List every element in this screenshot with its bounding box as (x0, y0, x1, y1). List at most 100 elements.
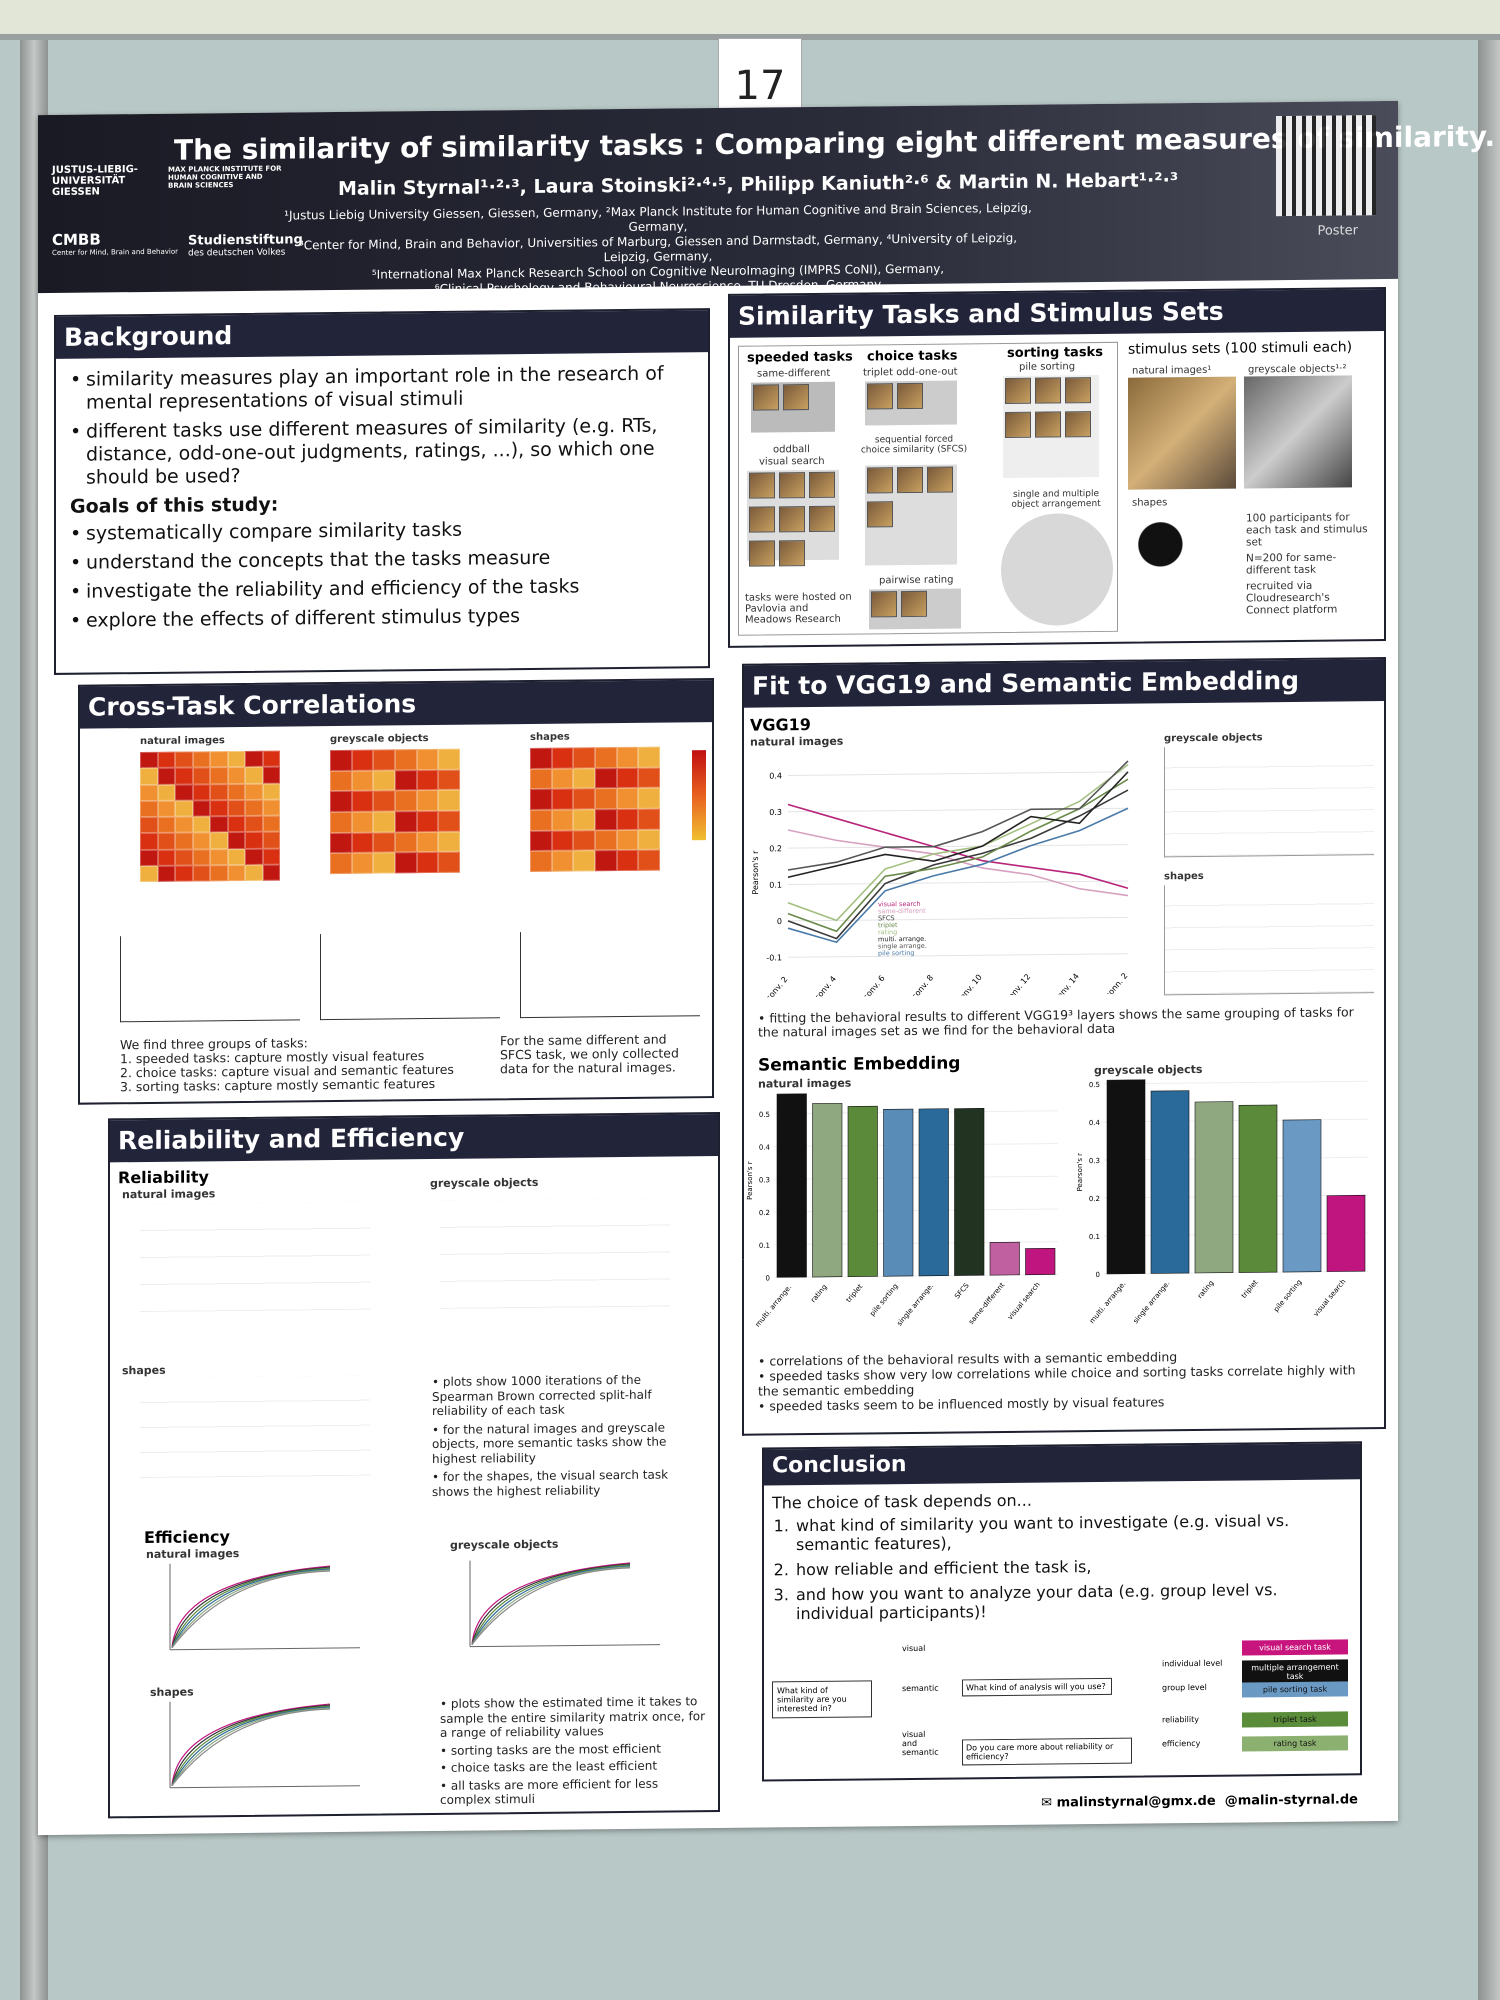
heatmap-cell (245, 864, 263, 881)
heatmap-cell (394, 852, 417, 874)
heatmap-cell (330, 832, 352, 854)
goal-item: systematically compare similarity tasks (70, 516, 694, 546)
footer-handle[interactable]: @malin-styrnal.de (1224, 1792, 1358, 1809)
arrangement-image (1001, 512, 1113, 627)
bar (847, 1105, 878, 1277)
pile-label: pile sorting (1019, 361, 1076, 373)
heatmap-cell (394, 769, 417, 791)
conclusion-panel: Conclusion The choice of task depends on… (762, 1441, 1362, 1782)
legend-entry: triplet (878, 921, 898, 929)
efficiency-curve (171, 1570, 331, 1649)
efficiency-curve (171, 1569, 331, 1649)
eff-greyscale-chart (469, 1560, 660, 1648)
groups-text: We find three groups of tasks: 1. speede… (120, 1035, 454, 1095)
legend-entry: visual search (878, 900, 921, 908)
rel-natural-boxplot (140, 1201, 370, 1313)
heatmap-cell (140, 768, 158, 785)
heatmap-cell (210, 816, 228, 833)
triplet-image (865, 380, 957, 426)
reliability-title: Reliability and Efficiency (110, 1114, 718, 1163)
heatmap-cell (210, 832, 228, 849)
heatmap-cell (416, 769, 439, 791)
conclusion-body: The choice of task depends on... what ki… (764, 1479, 1360, 1637)
heatmap-label-greyscale: greyscale objects (330, 733, 429, 746)
heatmap-cell (394, 790, 417, 812)
heatmap-cell (551, 747, 574, 769)
sfcs-image (865, 464, 957, 566)
heatmap-cell (330, 791, 352, 813)
x-tick-label: conv. 6 (861, 974, 886, 998)
y-tick-label: 0.1 (769, 881, 782, 890)
heatmap-cell (351, 832, 374, 854)
x-tick-label: single arrange. (1132, 1279, 1172, 1325)
heatmap-cell (573, 788, 595, 810)
heatmap-cell (210, 767, 228, 784)
conclusion-title: Conclusion (764, 1443, 1360, 1486)
y-tick-label: -0.1 (766, 953, 782, 962)
heatmap-cell (245, 799, 263, 816)
sfcs-label: sequential forced choice similarity (SFC… (860, 434, 968, 456)
heatmap-cell (227, 783, 245, 800)
legend-entry: SFCS (878, 914, 895, 922)
heatmap-cell (140, 865, 158, 883)
y-tick-label: 0.2 (759, 1209, 770, 1217)
x-tick-label: fully conn. 2 (1091, 971, 1130, 997)
y-axis-label: Pearson's r (751, 850, 760, 895)
heatmap-cell (438, 831, 460, 853)
heatmap-cell (175, 816, 193, 833)
rel-natural-label: natural images (122, 1187, 216, 1202)
heatmap-cell (210, 751, 228, 768)
y-tick-label: 0.1 (759, 1242, 770, 1250)
efficiency-curve (171, 1567, 331, 1648)
footer-email[interactable]: malinstyrnal@gmx.de (1056, 1793, 1216, 1811)
grid-line (788, 844, 1128, 849)
heatmap-cell (227, 767, 245, 784)
y-tick-label: 0.3 (759, 1176, 770, 1184)
heatmap-cell (262, 766, 280, 784)
heatmap-cell (530, 747, 552, 769)
rel-bullets: • plots show 1000 iterations of the Spea… (432, 1372, 669, 1499)
y-tick-label: 0.4 (769, 772, 782, 781)
eff-subtitle: Efficiency (144, 1527, 230, 1548)
legend-entry: single arrange. (878, 942, 927, 951)
heatmap-cell (573, 767, 595, 789)
heatmap-natural (140, 750, 280, 883)
background-bullet: different tasks use different measures o… (70, 414, 694, 490)
y-tick-label: 0.3 (769, 808, 782, 817)
background-bullet: similarity measures play an important ro… (70, 362, 694, 415)
bar (883, 1108, 914, 1277)
rel-shapes-label: shapes (122, 1363, 166, 1378)
efficiency-curve (171, 1704, 331, 1786)
heatmap-cell (175, 751, 193, 768)
heatmap-cell (573, 850, 595, 872)
heatmap-cell (351, 852, 374, 874)
stimulus-sets: stimulus sets (100 stimuli each) natural… (1128, 339, 1378, 632)
heatmap-cell (616, 850, 639, 872)
heatmap-cell (157, 865, 175, 882)
y-axis-label: Pearson's r (746, 1161, 754, 1200)
heatmap-cell (416, 852, 439, 874)
heatmap-cell (192, 800, 210, 817)
cross-task-title: Cross-Task Correlations (80, 680, 712, 729)
bar (1025, 1247, 1056, 1276)
bar (1326, 1194, 1366, 1272)
heatmap-cell (330, 749, 352, 771)
heatmap-cell (262, 799, 280, 816)
heatmap-cell (262, 848, 280, 865)
y-tick-label: 0.2 (769, 844, 782, 853)
heatmap-cell (351, 770, 374, 792)
heatmap-cell (157, 816, 175, 834)
heatmap-cell (140, 849, 158, 866)
hosted-note: tasks were hosted on Pavlovia and Meadow… (745, 591, 852, 626)
heatmap-cell (227, 815, 245, 833)
affiliations: ¹Justus Liebig University Giessen, Giess… (284, 200, 1032, 296)
qr-code-icon[interactable] (1276, 115, 1376, 217)
x-tick-label: pile sorting (868, 1282, 899, 1317)
stim-notes: 100 participants for each task and stimu… (1246, 511, 1368, 617)
x-tick-label: multi. arrange. (1088, 1280, 1128, 1325)
heatmap-cell (394, 811, 417, 833)
grid-line (1104, 1270, 1368, 1275)
heatmap-label-shapes: shapes (530, 731, 570, 743)
heatmap-cell (227, 864, 245, 882)
